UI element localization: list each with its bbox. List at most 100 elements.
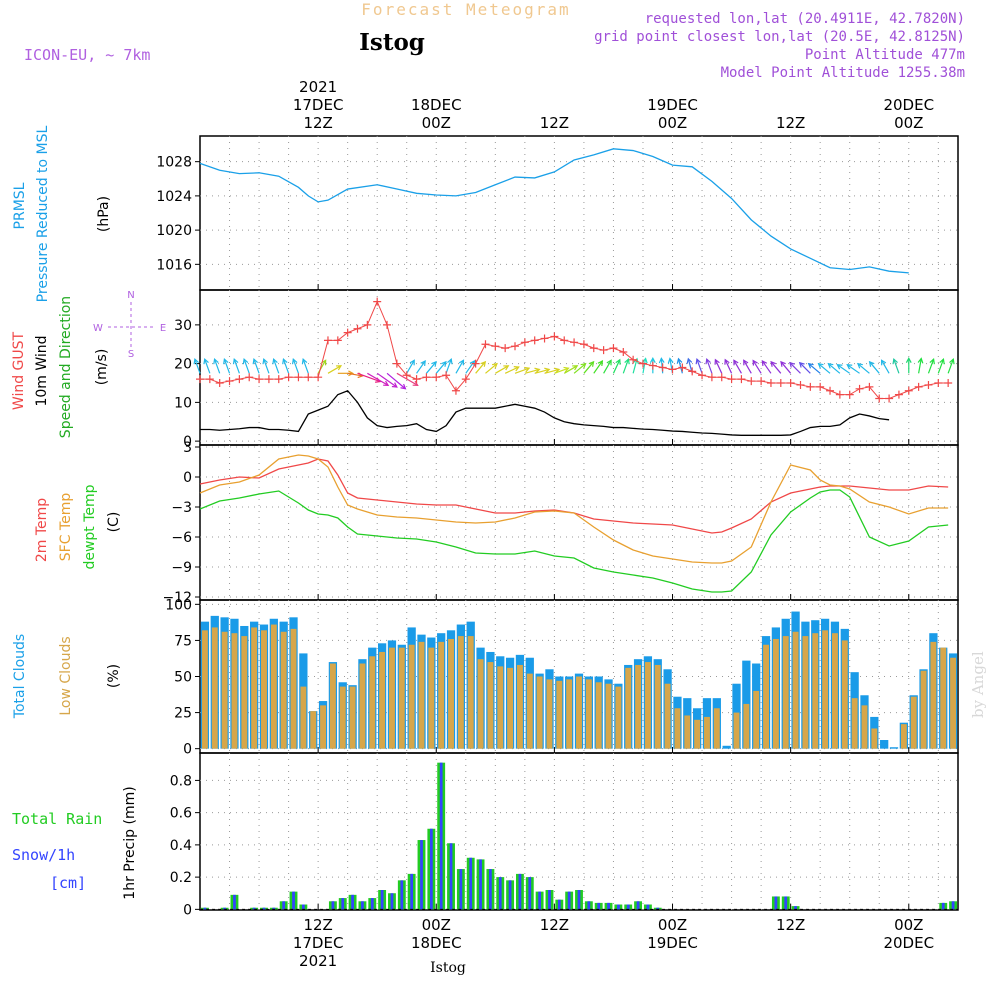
low-cloud-bar xyxy=(851,698,858,749)
wind-gust-point xyxy=(924,380,933,389)
wind-arrow xyxy=(435,360,447,374)
precip-bar xyxy=(525,877,534,910)
prmsl-label: PRMSL xyxy=(12,182,28,229)
wind-gust-point xyxy=(274,375,283,384)
wind-gust-point xyxy=(392,359,401,368)
snow-bar xyxy=(380,890,384,910)
wind-arrow xyxy=(880,359,890,374)
low-cloud-bar xyxy=(241,636,248,749)
snow-bar xyxy=(636,901,640,910)
low-cloud-bar xyxy=(536,676,543,749)
wind-arrow-shaft xyxy=(504,366,520,374)
snow-bar xyxy=(410,873,414,910)
precip-bar xyxy=(515,873,524,910)
precip-bar xyxy=(624,904,633,910)
wind-arrow xyxy=(622,358,630,374)
wind-gust-point xyxy=(343,328,352,337)
wind-arrow-shaft xyxy=(808,363,821,374)
panel-clouds: 0 25 50 75 100 xyxy=(165,597,959,758)
temp-sfc-label: SFC Temp xyxy=(58,493,74,562)
wind-arrow xyxy=(396,372,419,386)
wind-arrow-shaft xyxy=(573,363,586,374)
wind-arrow-shaft xyxy=(534,368,550,374)
wind-gust-point xyxy=(668,365,677,374)
low-cloud-bar xyxy=(320,705,327,749)
wind-gust-point xyxy=(520,338,529,347)
wind-arrow-shaft xyxy=(327,365,342,374)
wind-arrow-shaft xyxy=(733,360,742,374)
wind-arrow xyxy=(770,360,782,374)
wind-compass: N S W E xyxy=(93,290,166,360)
low-cloud-bar xyxy=(694,719,701,749)
wind-gust-point xyxy=(875,394,884,403)
y-tick-label: 0 xyxy=(183,742,192,758)
wind-arrow-shaft xyxy=(233,359,240,374)
snow-bar xyxy=(429,828,433,910)
wind-arrow-head xyxy=(929,358,935,365)
wind-arrow-head xyxy=(588,360,595,367)
wind-arrow xyxy=(724,358,733,374)
wind-arrow-shaft xyxy=(937,359,945,374)
snow-bar xyxy=(223,907,226,910)
low-cloud-bar xyxy=(615,686,622,749)
wind-gust-point xyxy=(885,394,894,403)
wind-gust-point xyxy=(255,375,264,384)
snow-bar xyxy=(548,890,551,910)
wind-arrow-shaft xyxy=(204,359,211,374)
wind-arrow-shaft xyxy=(857,363,870,374)
temp-unit-label: (C) xyxy=(106,512,122,533)
top-date-label: 20DEC xyxy=(883,96,934,114)
wind-arrow xyxy=(807,362,821,374)
model-point-altitude: Model Point Altitude 1255.38m xyxy=(721,65,965,81)
wind-arrow-shaft xyxy=(846,364,860,374)
snow-bar xyxy=(626,904,630,910)
wind-arrow-head xyxy=(321,359,327,366)
wind-arrow xyxy=(761,360,772,374)
low-cloud-bar xyxy=(644,662,651,749)
bottom-hour-label: 12Z xyxy=(303,916,332,934)
wind-arrow-head xyxy=(606,359,612,366)
wind-arrow-shaft xyxy=(622,359,629,374)
y-tick-label: 1024 xyxy=(156,189,192,205)
snow-bar xyxy=(951,901,955,910)
wind-arrow-shaft xyxy=(593,360,603,374)
wind-arrow xyxy=(733,359,742,374)
wind-arrow-head xyxy=(846,363,853,370)
wind-arrow-head xyxy=(301,358,308,365)
wind-gust-point xyxy=(373,297,382,306)
low-cloud-bar xyxy=(940,647,947,749)
wind-arrow-head xyxy=(761,360,768,367)
wind-gust-point xyxy=(599,346,608,355)
wind-arrow-head xyxy=(420,360,426,367)
wind-unit-label: (m/s) xyxy=(94,349,110,386)
wind-gust-point xyxy=(944,379,953,387)
wind-arrow-head xyxy=(513,366,520,372)
low-cloud-bar xyxy=(772,638,779,749)
panel-temperature: −12 −9 −6 −3 0 3 xyxy=(162,440,959,606)
low-cloud-bar xyxy=(457,636,464,749)
snow-bar xyxy=(400,880,404,910)
y-tick-label: 100 xyxy=(165,597,192,613)
y-tick-label: −6 xyxy=(171,530,192,546)
precip-bar xyxy=(230,894,239,910)
precip-bar xyxy=(643,904,652,910)
wind-arrow-shaft xyxy=(869,361,880,374)
wind-gust-point xyxy=(914,382,923,391)
wind-arrow xyxy=(425,360,437,374)
snow-bar xyxy=(272,907,276,910)
wind-arrow-shaft xyxy=(253,359,260,374)
wind-arrow-shaft xyxy=(524,368,540,374)
wind-arrow-shaft xyxy=(445,359,452,374)
wind-gust-point xyxy=(648,361,657,370)
wind-arrow-shaft xyxy=(425,361,437,374)
top-date-label: 18DEC xyxy=(411,96,462,114)
wind-arrow xyxy=(798,361,811,374)
wind-gust-point xyxy=(707,373,716,382)
wind-arrow xyxy=(232,358,240,374)
wind-arrow-shaft xyxy=(475,361,486,374)
bottom-date-label: 17DEC xyxy=(293,934,344,952)
top-hour-label: 00Z xyxy=(422,114,451,132)
wind-arrow-shaft xyxy=(485,363,498,374)
low-cloud-bar xyxy=(546,679,553,749)
low-cloud-bar xyxy=(753,690,760,749)
